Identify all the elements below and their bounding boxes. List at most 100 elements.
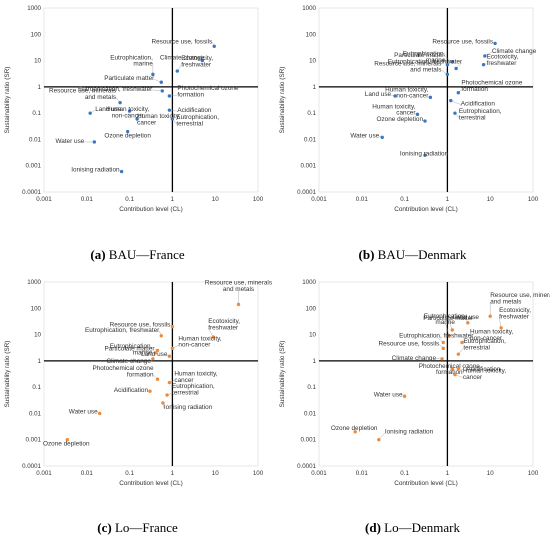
point-label: Eutrophication, terrestrial xyxy=(459,108,502,121)
data-point xyxy=(377,438,381,442)
data-point xyxy=(151,357,155,361)
x-tick-label: 100 xyxy=(253,470,264,477)
x-tick-label: 0.01 xyxy=(356,196,369,203)
y-axis-label: Sustainability ratio (SR) xyxy=(279,341,286,408)
data-point xyxy=(236,302,241,307)
point-label: Resource use, fossils xyxy=(110,322,171,329)
caption-d: (d) Lo—Denmark xyxy=(275,520,550,536)
y-tick-label: 1 xyxy=(313,84,317,91)
data-point xyxy=(445,72,450,77)
point-label: Ozone depletion xyxy=(376,116,423,123)
data-point xyxy=(428,95,433,100)
y-tick-label: 0.0001 xyxy=(22,189,41,196)
plot-frame xyxy=(43,7,259,193)
point-label: Eutrophication, marine xyxy=(110,54,153,67)
x-tick-label: 0.001 xyxy=(311,470,327,477)
x-tick-label: 0.001 xyxy=(36,196,52,203)
data-point xyxy=(211,335,215,339)
point-label: Climate change xyxy=(160,55,205,62)
point-label: Photochemical ozone formation xyxy=(419,363,481,376)
caption-a: (a) BAU—France xyxy=(0,247,275,263)
y-tick-label: 100 xyxy=(31,305,42,312)
point-label: Human toxicity, cancer xyxy=(174,371,217,384)
point-label: Ecotoxicity, freshwater xyxy=(181,55,213,68)
point-label: Eutrophication, freshwater xyxy=(85,327,160,334)
data-point xyxy=(200,58,205,63)
data-point xyxy=(447,334,451,338)
x-tick-label: 100 xyxy=(528,196,539,203)
y-tick-label: 1000 xyxy=(302,279,316,286)
point-label: Eutrophication, freshwater xyxy=(388,58,463,65)
y-tick-label: 10 xyxy=(34,58,41,65)
x-tick-label: 100 xyxy=(253,196,264,203)
x-tick-label: 0.001 xyxy=(311,196,327,203)
data-point xyxy=(160,89,164,93)
x-tick-label: 100 xyxy=(528,470,539,477)
data-point xyxy=(167,354,172,358)
y-tick-label: 0.001 xyxy=(26,163,42,170)
point-label: Human toxicity, cancer xyxy=(137,113,180,126)
x-tick-label: 10 xyxy=(212,196,219,203)
data-point xyxy=(155,348,160,353)
data-point xyxy=(170,117,175,121)
y-tick-label: 0.1 xyxy=(32,384,41,391)
point-label: Particulate matter xyxy=(423,315,474,322)
point-label: Human toxicity, cancer xyxy=(372,103,416,116)
point-label: Acidification xyxy=(466,366,501,373)
y-tick-label: 100 xyxy=(306,305,317,312)
data-point xyxy=(161,401,165,405)
leader-line xyxy=(208,328,214,338)
y-tick-label: 10 xyxy=(34,332,41,339)
caption-letter: (a) xyxy=(90,247,106,262)
caption-text: BAU—France xyxy=(108,247,185,262)
point-label: Land use xyxy=(141,351,168,358)
data-point xyxy=(119,169,124,174)
y-tick-label: 0.0001 xyxy=(297,463,316,470)
point-label: Eutrophication, freshwater xyxy=(399,332,474,339)
point-label: Human toxicity, non-cancer xyxy=(106,106,149,119)
y-tick-label: 0.001 xyxy=(301,437,317,444)
y-tick-label: 1000 xyxy=(27,279,41,286)
point-label: Ionising radiation xyxy=(400,150,449,157)
point-label: Water use xyxy=(69,408,98,415)
data-point xyxy=(127,109,132,113)
scatter-plot-lo-france: 0.001 0.01 0.1 1 10 1000.00010.0010.010.11101… xyxy=(4,279,272,487)
y-tick-label: 0.01 xyxy=(29,136,42,143)
point-label: Eutrophication, marine xyxy=(424,313,467,326)
data-point xyxy=(212,44,216,48)
y-tick-label: 10 xyxy=(309,332,316,339)
y-axis-label: Sustainability ratio (SR) xyxy=(4,341,11,408)
data-point xyxy=(92,140,97,144)
point-label: Human toxicity, cancer xyxy=(463,368,506,381)
x-axis-label: Contribution level (CL) xyxy=(119,206,183,213)
point-label: Water use xyxy=(55,138,84,145)
x-tick-label: 1 xyxy=(171,196,175,203)
point-label: Acidification xyxy=(461,101,496,108)
x-tick-label: 0.01 xyxy=(356,470,369,477)
data-point xyxy=(423,119,427,123)
y-tick-label: 0.01 xyxy=(304,136,317,143)
panel-c: 0.001 0.01 0.1 1 10 100 0.0001 0.001 0.01 0.1 1 10 1… xyxy=(0,274,275,547)
caption-c: (c) Lo—France xyxy=(0,520,275,536)
x-tick-label: 0.1 xyxy=(400,196,409,203)
x-tick-label: 0.01 xyxy=(81,470,94,477)
data-point xyxy=(423,153,427,157)
x-axis-label: Contribution level (CL) xyxy=(394,206,458,213)
point-label: Water use xyxy=(350,132,379,139)
y-tick-label: 0.1 xyxy=(307,110,316,117)
data-point xyxy=(454,66,458,71)
y-tick-label: 0.1 xyxy=(307,384,316,391)
data-point xyxy=(483,54,487,58)
scatter-plot-bau-france: 0.001 0.01 0.1 1 10 1000.00010.0010.010.11101… xyxy=(4,5,264,213)
x-tick-label: 10 xyxy=(487,470,494,477)
point-label: Ecotoxicity, freshwater xyxy=(487,54,519,67)
data-point xyxy=(488,314,492,318)
leader-line xyxy=(450,100,461,105)
x-tick-label: 0.001 xyxy=(36,470,52,477)
y-tick-label: 1000 xyxy=(27,5,41,12)
caption-text: Lo—Denmark xyxy=(384,520,460,535)
y-tick-label: 1000 xyxy=(302,5,316,12)
data-point xyxy=(441,340,445,345)
data-point xyxy=(353,430,357,434)
